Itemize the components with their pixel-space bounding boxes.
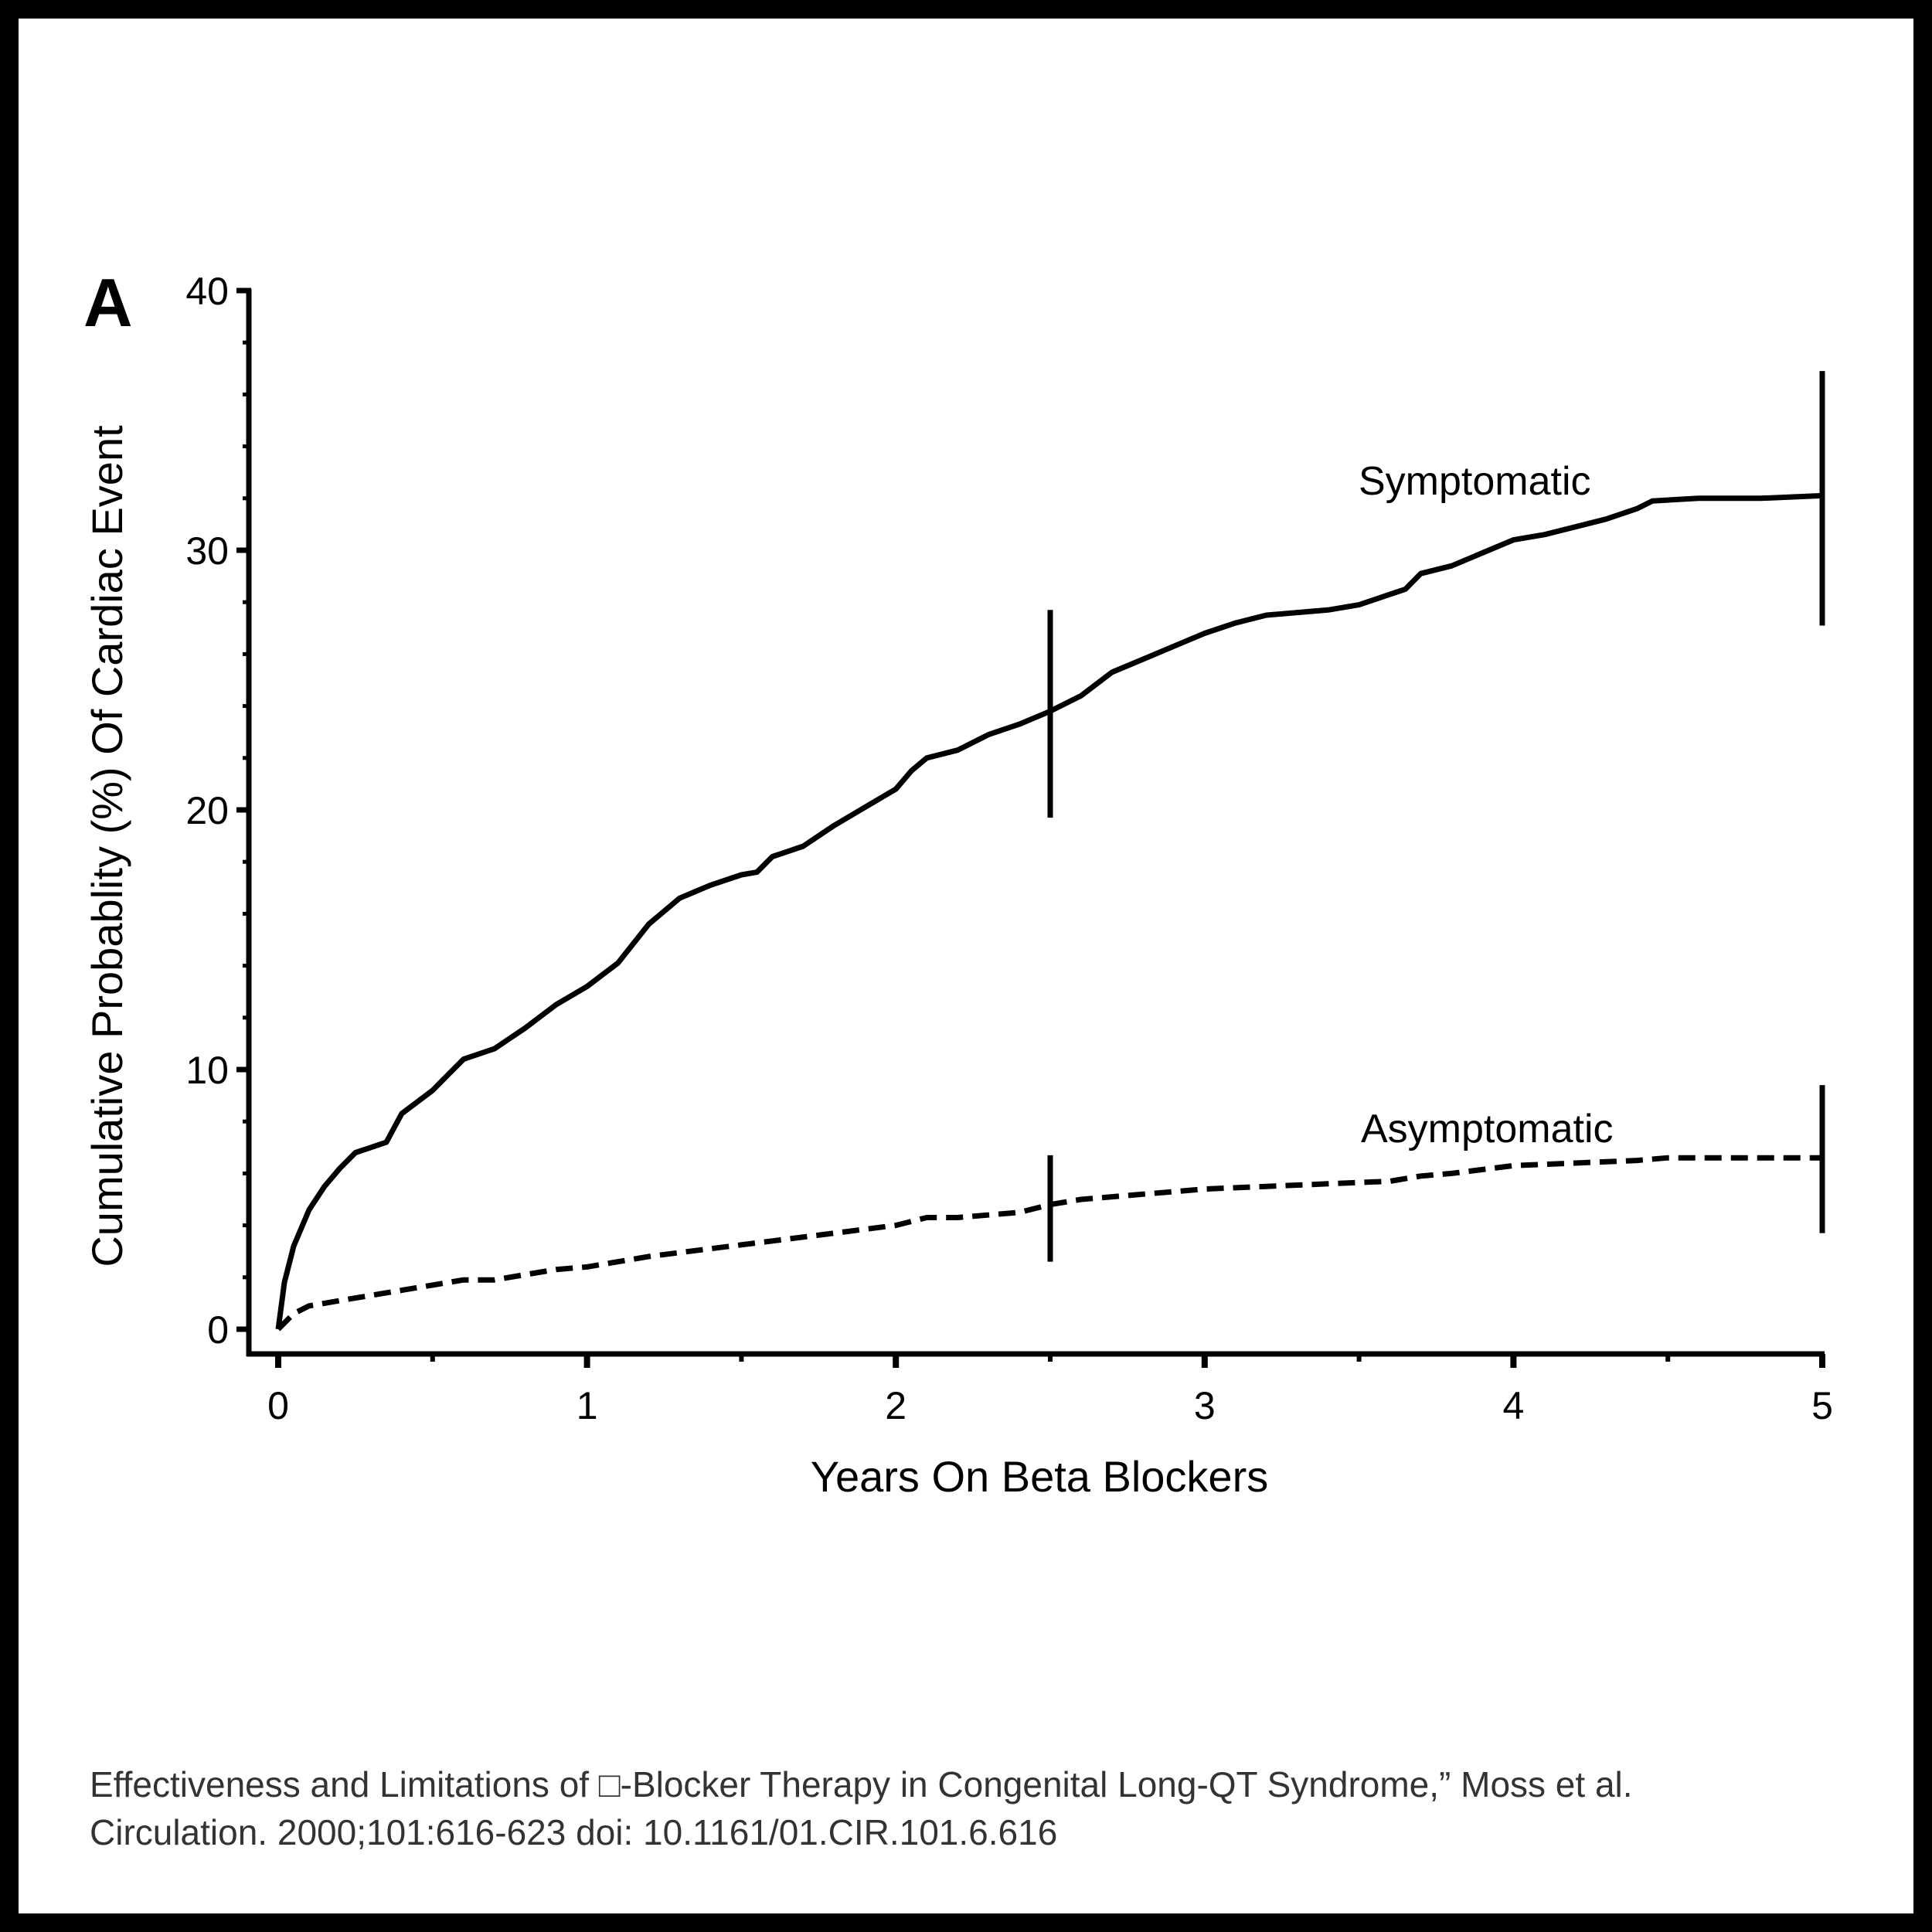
axes: 0 10 20 30 40 0 1 2 3 4 5 [185,270,1833,1427]
caption-line-2: Circulation. 2000;101:616-623 doi: 10.11… [90,1812,1058,1852]
x-tick-label: 2 [885,1384,906,1427]
series-label-symptomatic: Symptomatic [1359,459,1591,504]
x-tick-label: 5 [1811,1384,1833,1427]
y-tick-label: 20 [185,789,229,832]
figure-panel [19,19,1913,1913]
y-tick-label: 30 [185,529,229,573]
x-tick-label: 4 [1502,1384,1524,1427]
series-line-symptomatic [275,492,1823,1330]
panel-label: A [83,264,133,341]
series-line-asymptomatic [276,1155,1822,1332]
series-layer [275,371,1825,1332]
y-tick-label: 10 [185,1049,229,1092]
caption-line-1: Effectiveness and Limitations of □-Block… [90,1764,1633,1804]
y-tick-label: 40 [185,270,229,313]
x-tick-label: 0 [267,1384,289,1427]
x-tick-label: 3 [1194,1384,1216,1427]
series-label-asymptomatic: Asymptomatic [1361,1107,1614,1151]
x-axis-title: Years On Beta Blockers [811,1452,1268,1501]
figure-caption: Effectiveness and Limitations of □-Block… [90,1760,1633,1856]
y-axis-title: Cumulative Probablity (%) Of Cardiac Eve… [83,425,131,1267]
y-tick-label: 0 [207,1308,229,1352]
x-tick-label: 1 [577,1384,598,1427]
